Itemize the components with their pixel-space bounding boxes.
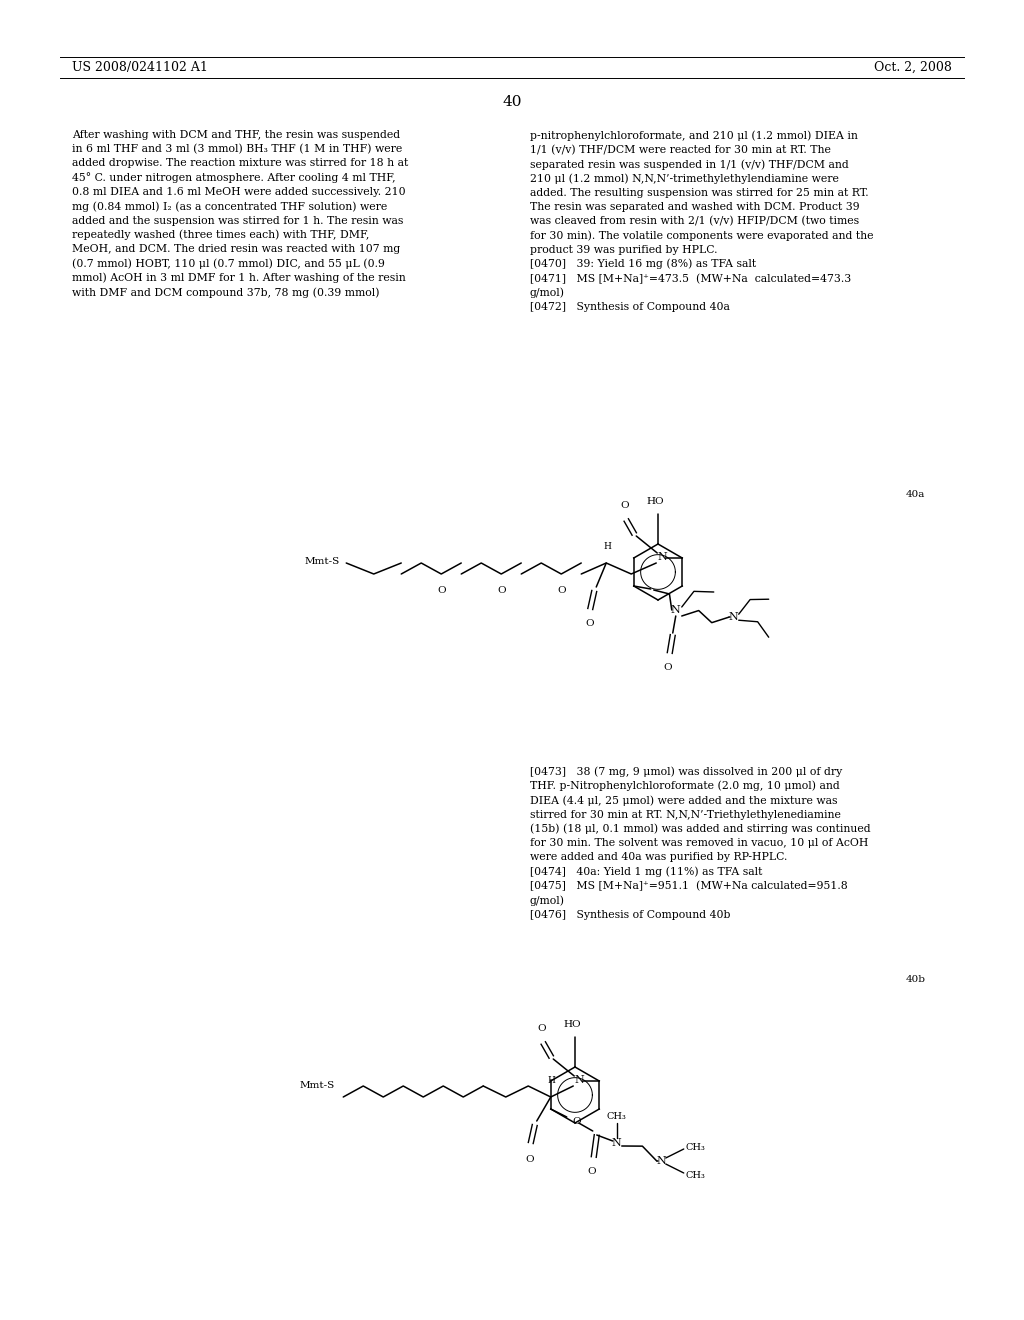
Text: N: N <box>656 1156 667 1166</box>
Text: O: O <box>572 1117 582 1126</box>
Text: O: O <box>585 619 594 628</box>
Text: O: O <box>437 586 445 595</box>
Text: 40a: 40a <box>906 490 926 499</box>
Text: CH₃: CH₃ <box>686 1143 706 1151</box>
Text: O: O <box>588 1167 596 1176</box>
Text: CH₃: CH₃ <box>607 1111 627 1121</box>
Text: N: N <box>671 605 681 615</box>
Text: After washing with DCM and THF, the resin was suspended
in 6 ml THF and 3 ml (3 : After washing with DCM and THF, the resi… <box>72 129 409 298</box>
Text: H: H <box>548 1076 556 1085</box>
Text: N: N <box>657 552 667 562</box>
Text: HO: HO <box>646 498 664 506</box>
Text: Mmt-S: Mmt-S <box>305 557 340 566</box>
Text: 40b: 40b <box>906 975 926 983</box>
Text: O: O <box>497 586 506 595</box>
Text: 40: 40 <box>502 95 522 110</box>
Text: O: O <box>664 663 672 672</box>
Text: O: O <box>557 586 565 595</box>
Text: US 2008/0241102 A1: US 2008/0241102 A1 <box>72 61 208 74</box>
Text: O: O <box>620 502 629 510</box>
Text: O: O <box>537 1024 546 1034</box>
Text: p-nitrophenylchloroformate, and 210 μl (1.2 mmol) DIEA in
1/1 (v/v) THF/DCM were: p-nitrophenylchloroformate, and 210 μl (… <box>530 129 873 313</box>
Text: N: N <box>574 1074 584 1085</box>
Text: N: N <box>729 612 738 622</box>
Text: CH₃: CH₃ <box>686 1171 706 1180</box>
Text: H: H <box>603 543 611 550</box>
Text: Oct. 2, 2008: Oct. 2, 2008 <box>874 61 952 74</box>
Text: HO: HO <box>563 1020 581 1030</box>
Text: O: O <box>525 1155 535 1164</box>
Text: [0473]   38 (7 mg, 9 μmol) was dissolved in 200 μl of dry
THF. p-Nitrophenylchlo: [0473] 38 (7 mg, 9 μmol) was dissolved i… <box>530 766 870 920</box>
Text: N: N <box>612 1138 622 1148</box>
Text: Mmt-S: Mmt-S <box>300 1081 335 1089</box>
